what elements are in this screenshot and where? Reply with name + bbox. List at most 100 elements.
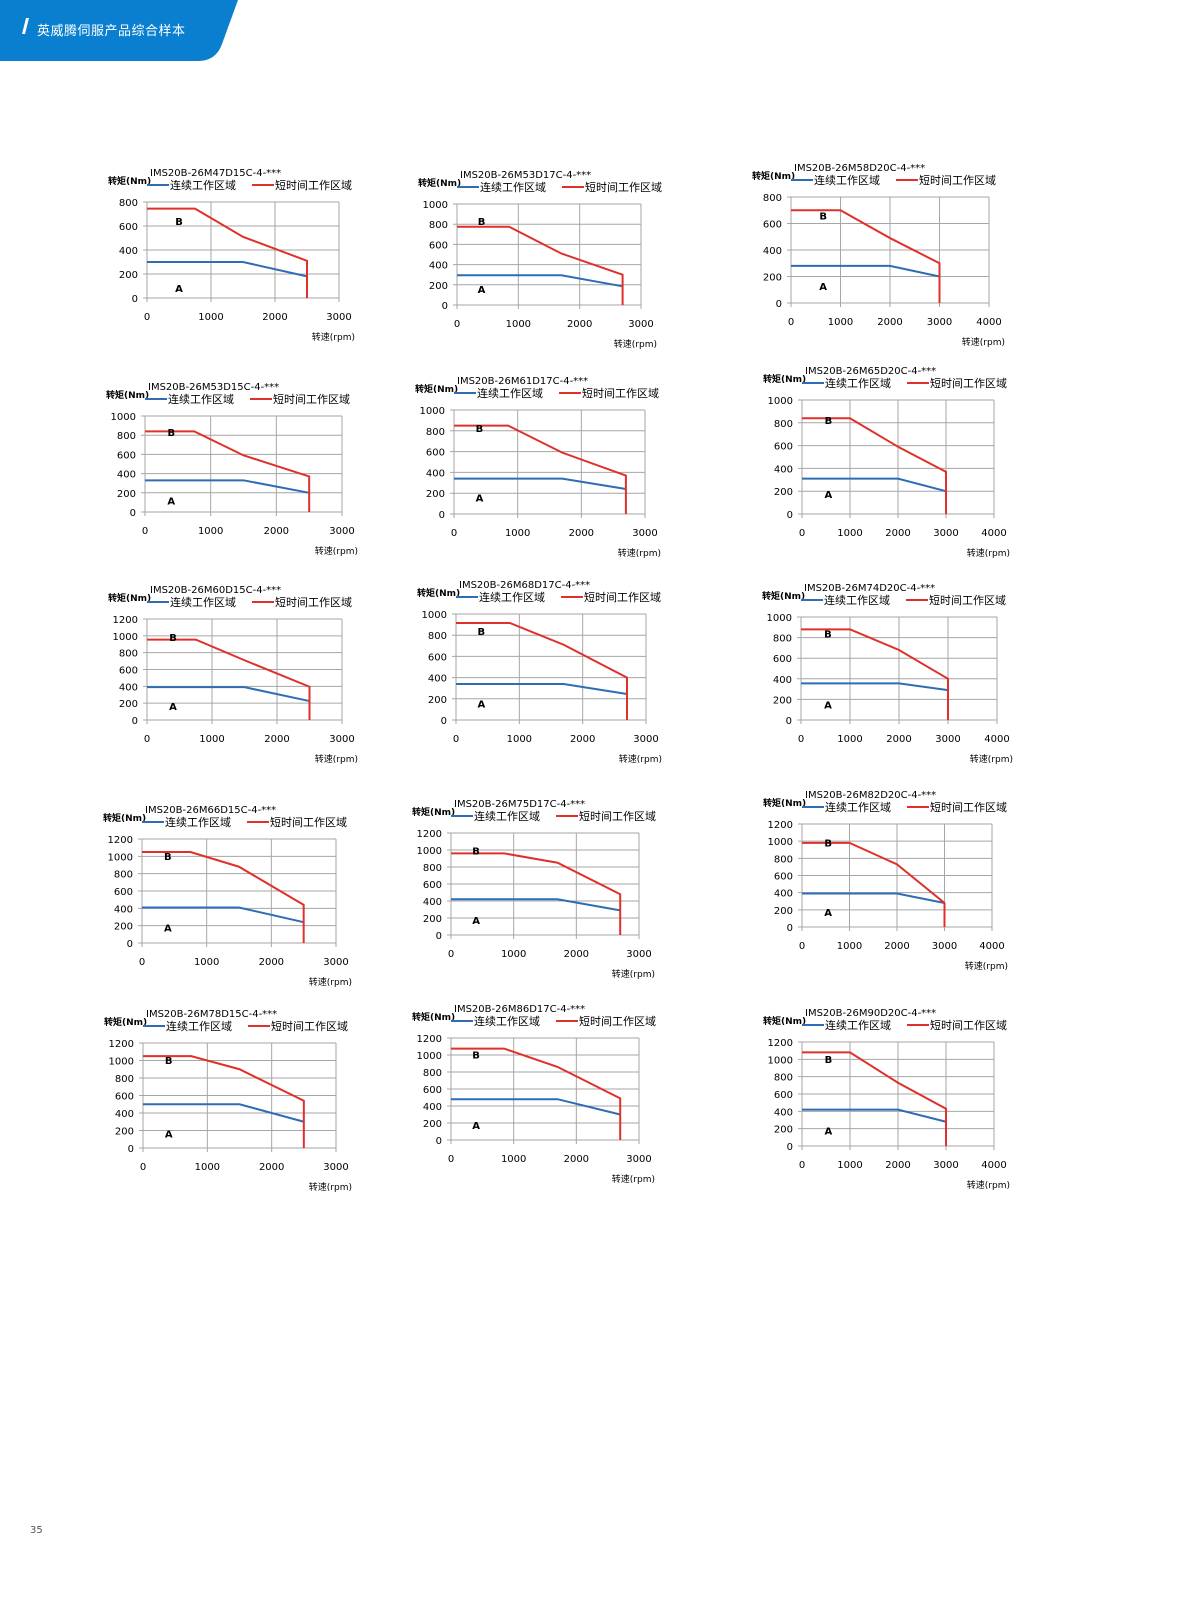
x-axis-label: 转速(rpm) bbox=[967, 1179, 1010, 1191]
chart-4: 0 200 400 600 800 1000 0 1000 2000 3000 IMS20B-26M… bbox=[106, 382, 358, 557]
x-tick-label: 3000 bbox=[933, 1160, 958, 1171]
y-tick-label: 600 bbox=[774, 1090, 793, 1101]
y-tick-label: 200 bbox=[119, 699, 138, 710]
x-axis-label: 转速(rpm) bbox=[309, 976, 352, 988]
y-tick-label: 600 bbox=[774, 442, 793, 453]
x-tick-label: 0 bbox=[799, 528, 805, 539]
peak-zone-line bbox=[802, 841, 946, 927]
x-tick-label: 2000 bbox=[259, 1162, 284, 1173]
y-tick-label: 200 bbox=[119, 270, 138, 281]
y-tick-label: 800 bbox=[119, 649, 138, 660]
x-tick-label: 1000 bbox=[195, 1162, 220, 1173]
chart-1: 0 200 400 600 800 0 1000 2000 3000 IMS20B-26M47D1… bbox=[108, 168, 355, 343]
legend-peak-label: 短时间工作区域 bbox=[271, 1019, 348, 1033]
legend-continuous-label: 连续工作区域 bbox=[170, 595, 236, 609]
header-title: 英威腾伺服产品综合样本 bbox=[37, 24, 186, 39]
y-axis-label: 转矩(Nm) bbox=[417, 587, 460, 599]
chart-11: 0 200 400 600 800 1000 1200 0 1000 2000 3000 IMS20B… bbox=[412, 799, 656, 980]
y-tick-label: 200 bbox=[763, 273, 782, 284]
peak-zone-line bbox=[451, 1047, 622, 1140]
zone-label-a: A bbox=[824, 908, 832, 919]
x-tick-label: 3000 bbox=[935, 734, 960, 745]
y-tick-label: 400 bbox=[119, 246, 138, 257]
legend-peak-label: 短时间工作区域 bbox=[930, 800, 1007, 814]
y-tick-label: 0 bbox=[439, 510, 445, 521]
x-tick-label: 1000 bbox=[837, 528, 862, 539]
x-tick-label: 2000 bbox=[877, 317, 902, 328]
x-axis-label: 转速(rpm) bbox=[618, 547, 661, 559]
chart-title: IMS20B-26M58D20C-4-*** bbox=[794, 163, 925, 174]
continuous-zone-line bbox=[147, 261, 308, 278]
zone-label-a: A bbox=[472, 916, 480, 927]
continuous-zone-line bbox=[145, 479, 310, 494]
zone-label-a: A bbox=[167, 496, 175, 507]
x-tick-label: 3000 bbox=[326, 312, 351, 323]
peak-zone-line bbox=[454, 424, 627, 514]
continuous-zone-line bbox=[143, 1103, 305, 1123]
x-tick-label: 2000 bbox=[886, 734, 911, 745]
y-tick-label: 400 bbox=[774, 464, 793, 475]
zone-label-a: A bbox=[824, 701, 832, 712]
legend-peak-label: 短时间工作区域 bbox=[273, 392, 350, 406]
zone-label-b: B bbox=[169, 633, 177, 644]
y-tick-label: 0 bbox=[442, 301, 448, 312]
y-tick-label: 800 bbox=[423, 1068, 442, 1079]
x-tick-label: 3000 bbox=[633, 734, 658, 745]
y-tick-label: 0 bbox=[441, 716, 447, 727]
zone-label-b: B bbox=[167, 428, 175, 439]
y-tick-label: 0 bbox=[130, 508, 136, 519]
y-tick-label: 200 bbox=[774, 906, 793, 917]
y-tick-label: 1000 bbox=[420, 406, 445, 417]
legend-continuous-label: 连续工作区域 bbox=[480, 180, 546, 194]
chart-15: 0 200 400 600 800 1000 1200 0 1000 2000 3000 4000 IM… bbox=[763, 1008, 1010, 1191]
legend-peak-label: 短时间工作区域 bbox=[270, 815, 347, 829]
peak-zone-line bbox=[143, 1055, 305, 1148]
x-tick-label: 3000 bbox=[626, 1154, 651, 1165]
zone-label-b: B bbox=[824, 630, 832, 641]
x-tick-label: 4000 bbox=[981, 1160, 1006, 1171]
y-tick-label: 200 bbox=[774, 487, 793, 498]
legend-peak-label: 短时间工作区域 bbox=[585, 180, 662, 194]
x-tick-label: 2000 bbox=[262, 312, 287, 323]
peak-zone-line bbox=[457, 225, 624, 305]
x-tick-label: 1000 bbox=[198, 312, 223, 323]
y-tick-label: 400 bbox=[115, 1109, 134, 1120]
chart-10: 0 200 400 600 800 1000 1200 0 1000 2000 3000 IMS20B… bbox=[103, 805, 352, 988]
chart-6: 0 200 400 600 800 1000 0 1000 2000 3000 4000 IMS20B… bbox=[763, 366, 1010, 559]
y-axis-label: 转矩(Nm) bbox=[763, 1015, 806, 1027]
y-tick-label: 600 bbox=[115, 1092, 134, 1103]
y-tick-label: 0 bbox=[132, 294, 138, 305]
y-axis-label: 转矩(Nm) bbox=[104, 1016, 147, 1028]
y-tick-label: 600 bbox=[763, 220, 782, 231]
y-tick-label: 1000 bbox=[768, 396, 793, 407]
zone-label-a: A bbox=[825, 1127, 833, 1138]
legend-continuous-label: 连续工作区域 bbox=[474, 1014, 540, 1028]
x-tick-label: 4000 bbox=[981, 528, 1006, 539]
y-axis-label: 转矩(Nm) bbox=[762, 590, 805, 602]
legend-peak-label: 短时间工作区域 bbox=[275, 595, 352, 609]
y-tick-label: 800 bbox=[763, 193, 782, 204]
zone-label-a: A bbox=[165, 1130, 173, 1141]
chart-5: 0 200 400 600 800 1000 0 1000 2000 3000 IMS20B-26M… bbox=[415, 376, 661, 559]
y-tick-label: 1000 bbox=[417, 846, 442, 857]
legend-continuous-label: 连续工作区域 bbox=[168, 392, 234, 406]
y-tick-label: 0 bbox=[787, 923, 793, 934]
chart-title: IMS20B-26M86D17C-4-*** bbox=[454, 1004, 585, 1015]
continuous-zone-line bbox=[791, 264, 940, 278]
legend-continuous-label: 连续工作区域 bbox=[825, 800, 891, 814]
x-tick-label: 1000 bbox=[501, 1154, 526, 1165]
y-tick-label: 800 bbox=[426, 427, 445, 438]
peak-zone-line bbox=[147, 638, 311, 720]
y-tick-label: 800 bbox=[429, 220, 448, 231]
y-tick-label: 800 bbox=[423, 863, 442, 874]
x-axis-label: 转速(rpm) bbox=[312, 331, 355, 343]
zone-label-a: A bbox=[478, 285, 486, 296]
chart-title: IMS20B-26M66D15C-4-*** bbox=[145, 805, 276, 816]
y-tick-label: 1200 bbox=[108, 835, 133, 846]
x-tick-label: 3000 bbox=[628, 319, 653, 330]
zone-label-a: A bbox=[175, 284, 183, 295]
continuous-zone-line bbox=[451, 898, 621, 912]
x-axis-label: 转速(rpm) bbox=[315, 545, 358, 557]
y-axis-label: 转矩(Nm) bbox=[763, 797, 806, 809]
x-tick-label: 2000 bbox=[885, 528, 910, 539]
